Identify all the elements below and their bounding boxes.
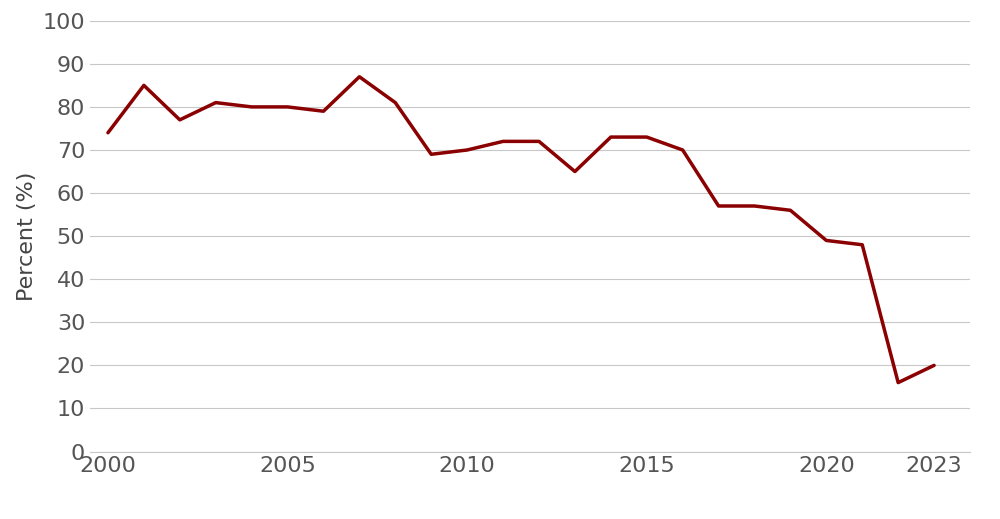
Y-axis label: Percent (%): Percent (%) — [17, 171, 37, 301]
